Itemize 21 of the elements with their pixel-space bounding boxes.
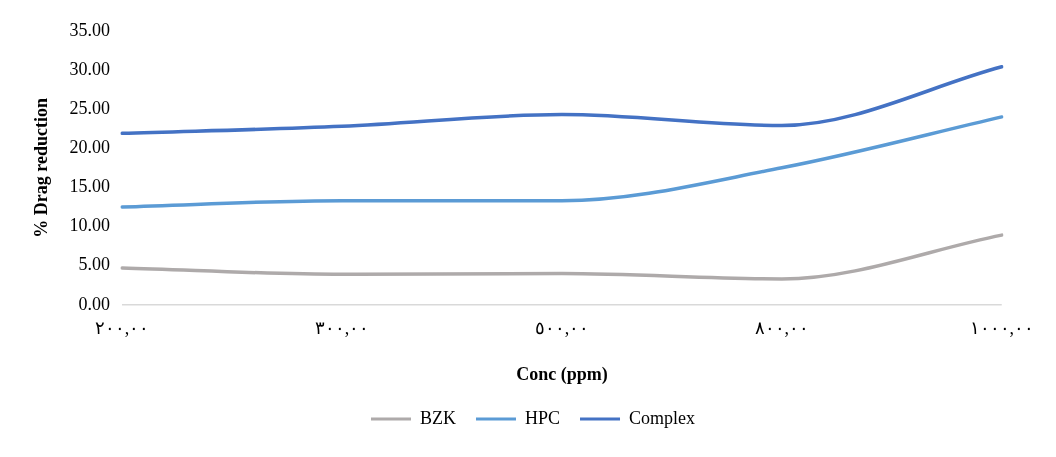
x-tick-label: ١٠٠٠,٠٠ — [969, 318, 1034, 339]
line-series — [120, 115, 1004, 209]
legend-label: HPC — [524, 407, 561, 428]
y-tick-label: 35.00 — [69, 19, 111, 40]
line-series — [120, 233, 1004, 281]
x-tick-label: ٥٠٠,٠٠ — [534, 318, 590, 339]
y-tick-label: 30.00 — [69, 58, 111, 79]
legend-label: Complex — [629, 407, 696, 428]
y-tick-label: 0.00 — [78, 293, 111, 314]
x-tick-label: ٨٠٠,٠٠ — [754, 318, 810, 339]
y-tick-label: 15.00 — [69, 176, 111, 197]
y-tick-label: 5.00 — [78, 254, 111, 275]
x-tick-label: ٢٠٠,٠٠ — [94, 318, 150, 339]
y-tick-label: 10.00 — [69, 215, 111, 236]
x-axis-title: Conc (ppm) — [516, 363, 608, 385]
y-axis-title: % Drag reduction — [31, 97, 52, 238]
line-series — [120, 65, 1004, 136]
y-tick-label: 20.00 — [69, 136, 111, 157]
y-tick-label: 25.00 — [69, 97, 111, 118]
x-tick-label: ٣٠٠,٠٠ — [314, 318, 370, 339]
legend-label: BZK — [419, 407, 456, 428]
